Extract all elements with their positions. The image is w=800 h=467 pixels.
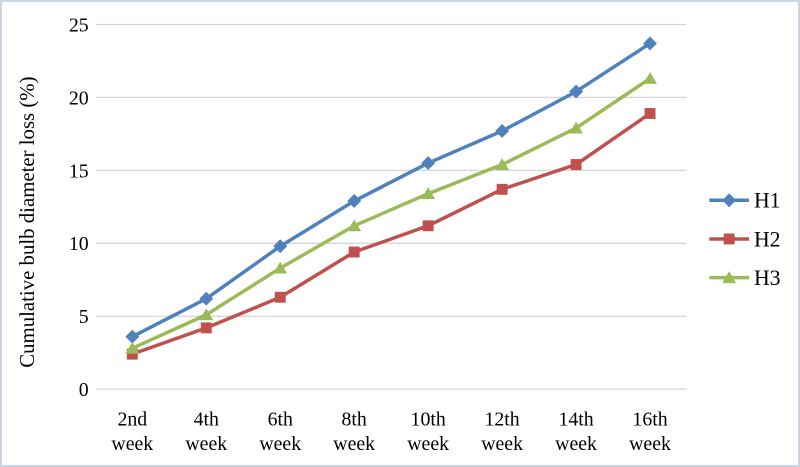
x-tick-label-line: 14th bbox=[558, 408, 593, 430]
x-tick-label: 16th week bbox=[629, 408, 671, 455]
square-marker-H2 bbox=[422, 220, 434, 232]
diamond-marker-H1 bbox=[273, 239, 288, 254]
square-marker-H2 bbox=[496, 183, 508, 195]
y-tick-label: 25 bbox=[69, 14, 89, 36]
x-tick-label-line: week bbox=[259, 433, 301, 455]
diamond-marker-H1 bbox=[125, 329, 140, 344]
series-H2 bbox=[126, 108, 656, 360]
square-marker-H2 bbox=[274, 291, 286, 303]
diamond-marker-H1 bbox=[495, 124, 510, 138]
triangle-icon bbox=[722, 271, 737, 284]
x-tick-label: 6th week bbox=[259, 408, 301, 455]
series-line-H1 bbox=[130, 41, 652, 339]
x-tick-label-line: week bbox=[333, 433, 375, 455]
x-tick-label-line: week bbox=[111, 433, 153, 455]
triangle-marker-H3 bbox=[199, 308, 214, 321]
series-H3 bbox=[125, 72, 657, 354]
triangle-marker-H3 bbox=[347, 219, 362, 232]
series-H1 bbox=[125, 36, 657, 344]
x-tick-label: 2nd week bbox=[111, 408, 153, 455]
y-axis-title: Cumulative bulb diameter loss (%) bbox=[15, 76, 39, 367]
legend-item-H2: H2 bbox=[709, 227, 781, 251]
y-tick-label: 20 bbox=[69, 87, 89, 109]
triangle-marker-H3 bbox=[273, 261, 288, 274]
x-tick-label: 10th week bbox=[407, 408, 449, 455]
x-tick-label-line: week bbox=[555, 433, 597, 455]
y-tick-label: 10 bbox=[69, 233, 89, 255]
y-tick-label: 5 bbox=[79, 306, 89, 328]
legend-item-H1: H1 bbox=[709, 189, 781, 213]
x-tick-label-line: 16th bbox=[632, 408, 667, 430]
legend-label: H1 bbox=[754, 189, 781, 213]
legend-label: H2 bbox=[754, 227, 781, 251]
x-tick-label-line: week bbox=[629, 433, 671, 455]
x-tick-label-line: week bbox=[407, 433, 449, 455]
square-marker-H2 bbox=[200, 322, 212, 334]
x-tick-label-line: 2nd bbox=[117, 408, 147, 430]
x-tick-label-line: 10th bbox=[411, 408, 446, 430]
x-tick-label-line: 4th bbox=[194, 408, 219, 430]
diamond-icon bbox=[722, 193, 737, 208]
x-tick-label: 8th week bbox=[333, 408, 375, 455]
x-tick-label: 12th week bbox=[481, 408, 523, 455]
y-tick-label: 15 bbox=[69, 160, 89, 182]
diamond-marker-H1 bbox=[569, 84, 584, 99]
square-marker-H2 bbox=[126, 348, 138, 360]
x-tick-label-line: week bbox=[481, 433, 523, 455]
x-tick-label-line: 6th bbox=[268, 408, 293, 430]
x-tick-label: 4th week bbox=[185, 408, 227, 455]
square-marker-H2 bbox=[570, 159, 582, 170]
diamond-marker-H1 bbox=[199, 291, 214, 306]
square-marker-H2 bbox=[348, 246, 360, 258]
triangle-marker-H3 bbox=[643, 72, 657, 84]
legend-item-H3: H3 bbox=[709, 266, 781, 290]
series-line-H3 bbox=[130, 76, 652, 351]
triangle-marker-H3 bbox=[421, 187, 436, 200]
diamond-marker-H1 bbox=[347, 194, 362, 208]
x-tick-label-line: week bbox=[185, 433, 227, 455]
y-tick-label: 0 bbox=[79, 379, 89, 401]
x-tick-label: 14th week bbox=[555, 408, 597, 455]
x-tick-label-line: 12th bbox=[485, 408, 520, 430]
legend-label: H3 bbox=[754, 266, 781, 290]
square-marker-H2 bbox=[644, 108, 656, 119]
triangle-marker-H3 bbox=[569, 121, 584, 134]
x-tick-label-line: 8th bbox=[342, 408, 367, 430]
series-line-H2 bbox=[130, 111, 652, 356]
diamond-marker-H1 bbox=[421, 156, 436, 171]
triangle-marker-H3 bbox=[495, 158, 510, 170]
square-icon bbox=[723, 233, 735, 245]
triangle-marker-H3 bbox=[125, 341, 140, 354]
